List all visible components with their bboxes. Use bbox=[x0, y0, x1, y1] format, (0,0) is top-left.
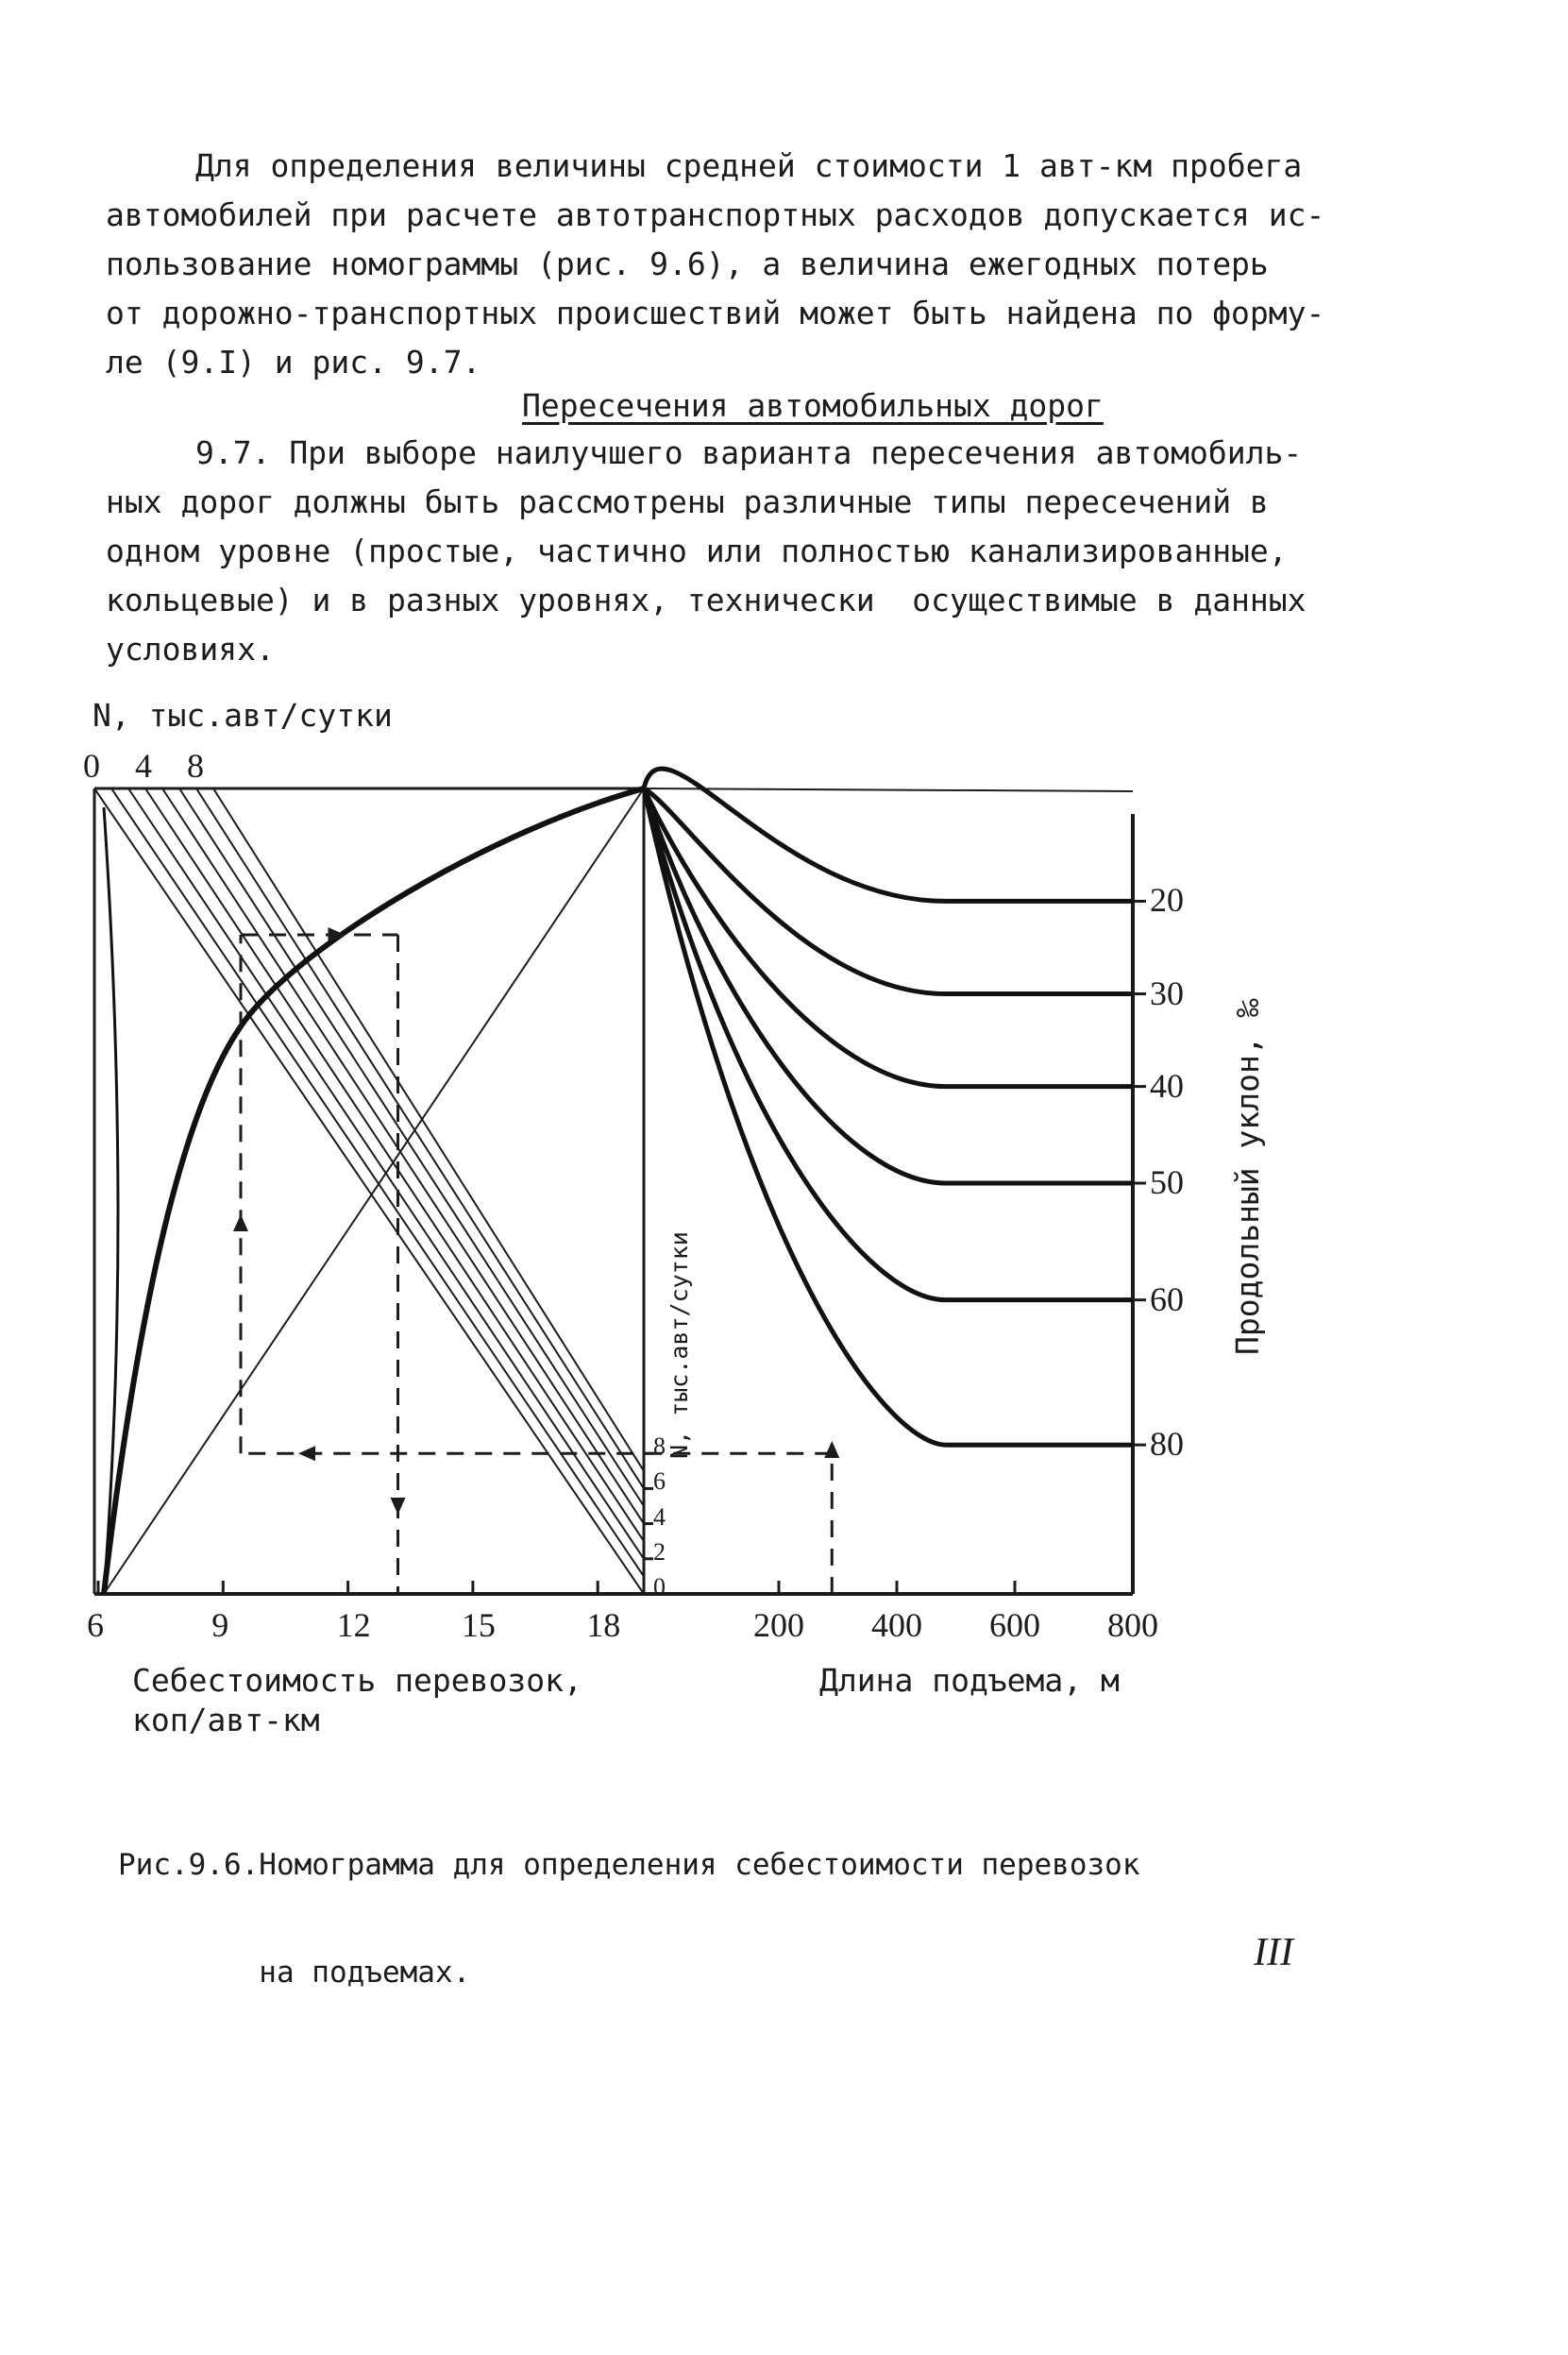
tick-mark-group bbox=[96, 899, 1146, 1596]
reference-diagonal-line bbox=[103, 788, 645, 1595]
diagonal-line bbox=[161, 788, 645, 1525]
arrowhead bbox=[390, 1498, 406, 1515]
caption-line: на подъемах. bbox=[118, 1956, 471, 1990]
left-x-axis-label-line2: коп/авт-км bbox=[132, 1702, 320, 1738]
text-line: пользование номограммы (рис. 9.6), а вел… bbox=[106, 246, 1269, 282]
top-axis-label: N, тыс.авт/сутки bbox=[93, 697, 393, 734]
secondary-cost-curve bbox=[102, 806, 120, 1595]
middle-axis-tick-label: 6 bbox=[653, 1467, 666, 1496]
page-number: III bbox=[1254, 1931, 1293, 1974]
slope-curve bbox=[641, 788, 1133, 1448]
right-x-axis-label: Длина подъема, м bbox=[819, 1662, 1120, 1699]
slope-tick-label: 40 bbox=[1150, 1066, 1184, 1105]
slope-curve bbox=[641, 788, 1133, 1186]
length-tick-label: 600 bbox=[989, 1606, 1040, 1644]
text-line: ных дорог должны быть рассмотрены различ… bbox=[106, 483, 1269, 520]
middle-axis-tick-label: 8 bbox=[653, 1432, 666, 1461]
text-line: 9.7. При выборе наилучшего варианта пере… bbox=[195, 434, 1303, 471]
right-panel-top-border bbox=[643, 788, 1134, 792]
text-line: одном уровне (простые, частично или полн… bbox=[106, 533, 1288, 569]
top-axis-tick-label: 4 bbox=[135, 747, 152, 785]
length-tick-label: 800 bbox=[1107, 1606, 1158, 1644]
diagonal-line bbox=[178, 788, 645, 1507]
plot-frame bbox=[93, 787, 1135, 1596]
length-tick-label: 200 bbox=[753, 1606, 804, 1644]
middle-axis-tick-label: 2 bbox=[653, 1537, 666, 1566]
text-line: ле (9.I) и рис. 9.7. bbox=[106, 344, 481, 381]
slope-curve-group bbox=[641, 766, 1133, 1448]
middle-axis-label: N, тыс.авт/сутки bbox=[666, 1231, 693, 1459]
text-line: кольцевые) и в разных уровнях, техническ… bbox=[106, 582, 1307, 618]
arrowhead bbox=[233, 1214, 248, 1231]
left-x-axis-label-line1: Себестоимость перевозок, bbox=[132, 1662, 582, 1699]
cost-tick-label: 12 bbox=[336, 1606, 371, 1644]
diagonal-line-group bbox=[93, 788, 645, 1595]
length-tick-label: 400 bbox=[871, 1606, 922, 1644]
slope-tick-label: 30 bbox=[1150, 974, 1184, 1012]
diagonal-line bbox=[195, 788, 645, 1489]
text-line: условиях. bbox=[106, 631, 275, 668]
slope-tick-label: 60 bbox=[1150, 1279, 1184, 1318]
cost-tick-label: 6 bbox=[87, 1606, 104, 1644]
text-line: Для определения величины средней стоимос… bbox=[195, 147, 1303, 184]
diagonal-line bbox=[212, 788, 645, 1472]
arrowhead bbox=[298, 1446, 315, 1462]
cost-tick-label: 15 bbox=[461, 1606, 496, 1644]
top-axis-tick-label: 8 bbox=[187, 747, 204, 785]
slope-curve bbox=[641, 788, 1133, 1303]
diagonal-line bbox=[144, 788, 645, 1542]
slope-tick-label: 50 bbox=[1150, 1162, 1184, 1201]
text-line: от дорожно-транспортных происшествий мож… bbox=[106, 295, 1325, 331]
diagonal-line bbox=[110, 788, 645, 1577]
slope-curve bbox=[642, 786, 1133, 997]
text-line: автомобилей при расчете автотранспортных… bbox=[106, 196, 1325, 233]
cost-tick-label: 18 bbox=[586, 1606, 621, 1644]
section-heading: Пересечения автомобильных дорог bbox=[522, 387, 1104, 424]
right-y-axis-label: Продольный уклон, ‰ bbox=[1229, 998, 1266, 1356]
top-axis-tick-label: 0 bbox=[83, 747, 100, 785]
slope-tick-label: 20 bbox=[1150, 881, 1184, 920]
slope-curve bbox=[641, 766, 1133, 904]
arrowhead bbox=[824, 1441, 840, 1458]
middle-axis-tick-label: 0 bbox=[653, 1573, 666, 1601]
caption-line: Рис.9.6.Номограмма для определения себес… bbox=[118, 1848, 1140, 1882]
diagonal-line bbox=[93, 788, 645, 1595]
slope-curve bbox=[641, 787, 1133, 1090]
figure-caption: Рис.9.6.Номограмма для определения себес… bbox=[118, 1775, 1140, 2026]
paragraph-section-9-7: 9.7. При выборе наилучшего варианта пере… bbox=[106, 429, 1352, 674]
example-path-group bbox=[233, 927, 840, 1594]
cost-tick-label: 9 bbox=[211, 1606, 229, 1644]
arrowhead bbox=[328, 927, 346, 942]
middle-axis-tick-label: 4 bbox=[653, 1502, 666, 1531]
slope-tick-label: 80 bbox=[1150, 1425, 1184, 1464]
paragraph-intro: Для определения величины средней стоимос… bbox=[106, 142, 1352, 387]
